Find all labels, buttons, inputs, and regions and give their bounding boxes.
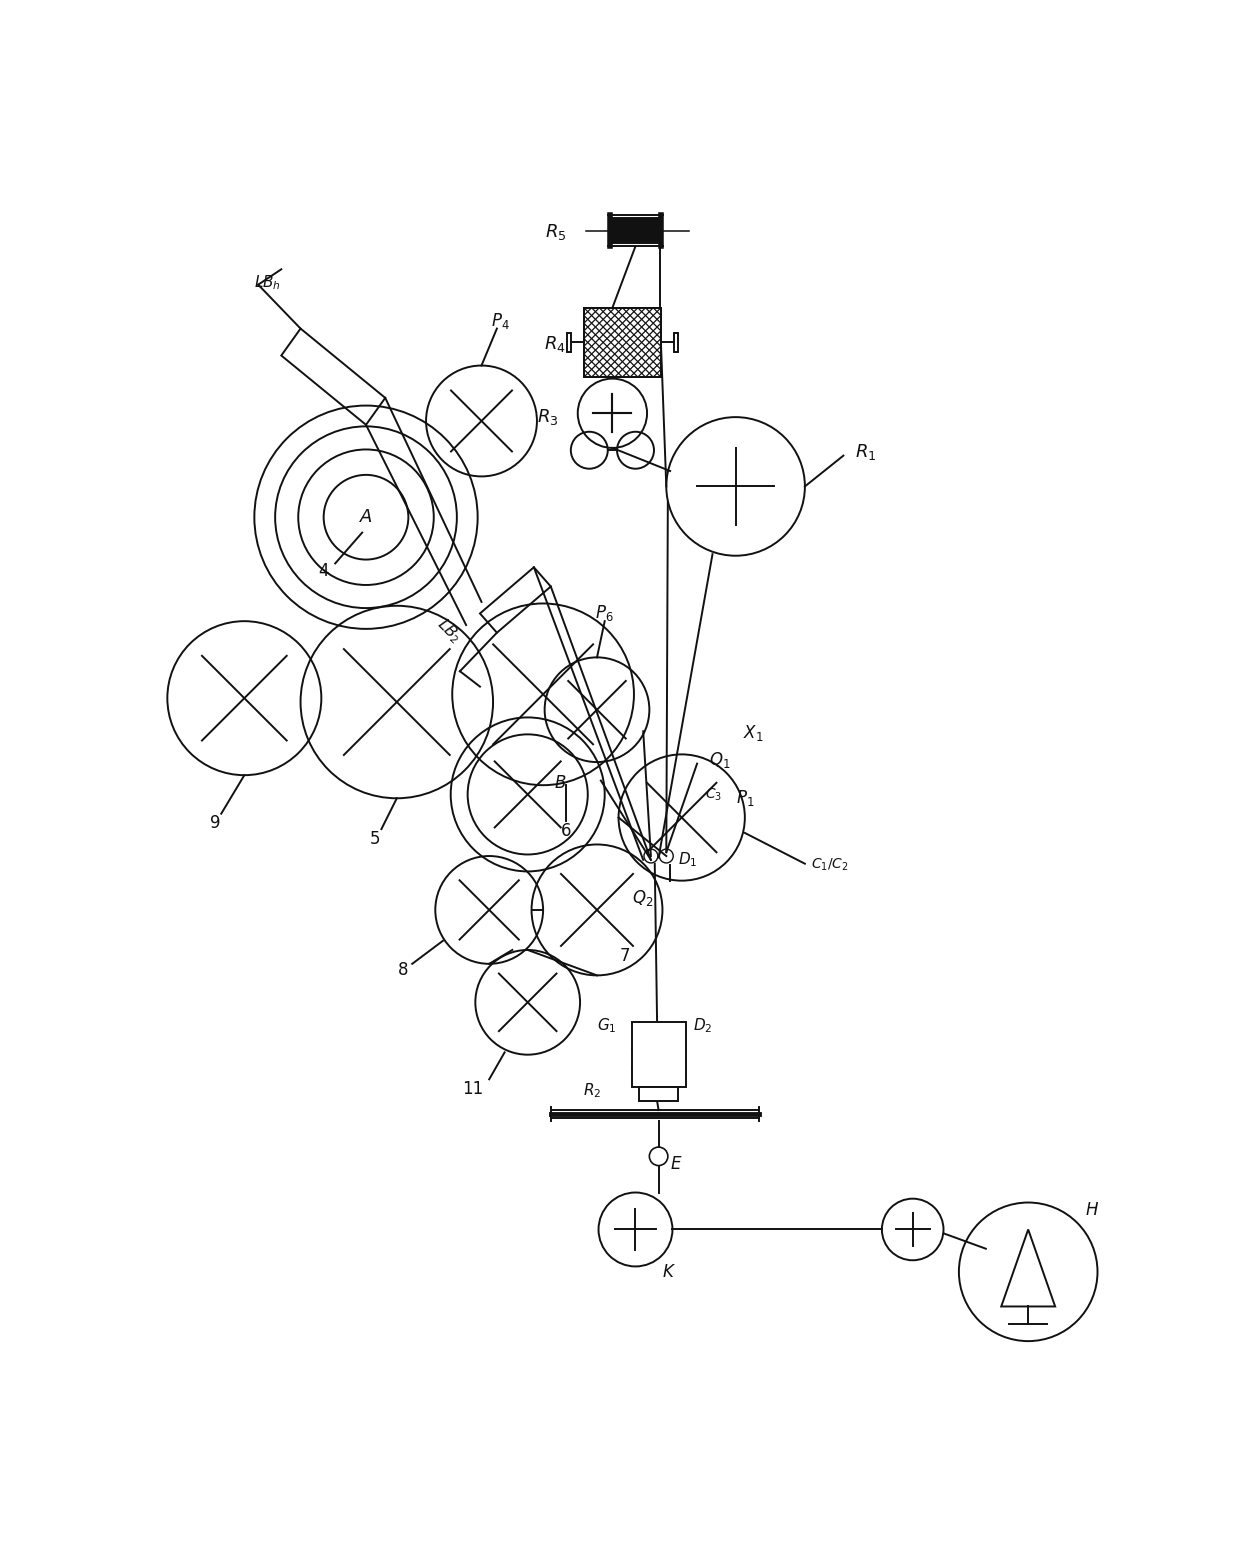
Text: $D_2$: $D_2$: [693, 1016, 713, 1035]
Bar: [640, 1087, 678, 1101]
Text: $Q_2$: $Q_2$: [631, 889, 653, 909]
Text: 5: 5: [370, 830, 381, 848]
Text: 7: 7: [620, 948, 631, 965]
Text: $C_1/C_2$: $C_1/C_2$: [811, 858, 849, 873]
Text: 4: 4: [319, 561, 329, 580]
Bar: [613, 219, 658, 244]
Text: 9: 9: [210, 814, 221, 831]
Bar: [584, 307, 661, 377]
Bar: [567, 333, 570, 352]
Text: $X_1$: $X_1$: [743, 723, 764, 743]
Text: K: K: [662, 1263, 673, 1281]
Bar: [631, 1022, 686, 1087]
Text: $R_2$: $R_2$: [583, 1081, 601, 1100]
Text: 11: 11: [461, 1079, 484, 1098]
Text: A: A: [360, 509, 372, 526]
Text: $R_5$: $R_5$: [544, 222, 567, 242]
Bar: [584, 307, 661, 377]
Text: $R_4$: $R_4$: [544, 333, 567, 354]
Bar: [675, 333, 678, 352]
Text: B: B: [554, 774, 565, 793]
Text: $Q_1$: $Q_1$: [708, 749, 730, 769]
Text: $P_6$: $P_6$: [595, 603, 614, 624]
Text: $C_3$: $C_3$: [704, 786, 722, 802]
Text: $D_1$: $D_1$: [678, 850, 697, 869]
Text: $P_1$: $P_1$: [735, 788, 754, 808]
Text: $R_3$: $R_3$: [537, 406, 558, 427]
Text: $G_1$: $G_1$: [596, 1016, 616, 1035]
Text: E: E: [670, 1155, 681, 1173]
Text: 6: 6: [560, 822, 572, 841]
Text: $LB_2$: $LB_2$: [433, 616, 465, 647]
Text: 8: 8: [398, 962, 408, 979]
Text: $LB_h$: $LB_h$: [254, 273, 281, 292]
Text: $P_4$: $P_4$: [491, 310, 510, 330]
Text: $R_1$: $R_1$: [854, 442, 877, 462]
Text: H: H: [1086, 1200, 1099, 1219]
